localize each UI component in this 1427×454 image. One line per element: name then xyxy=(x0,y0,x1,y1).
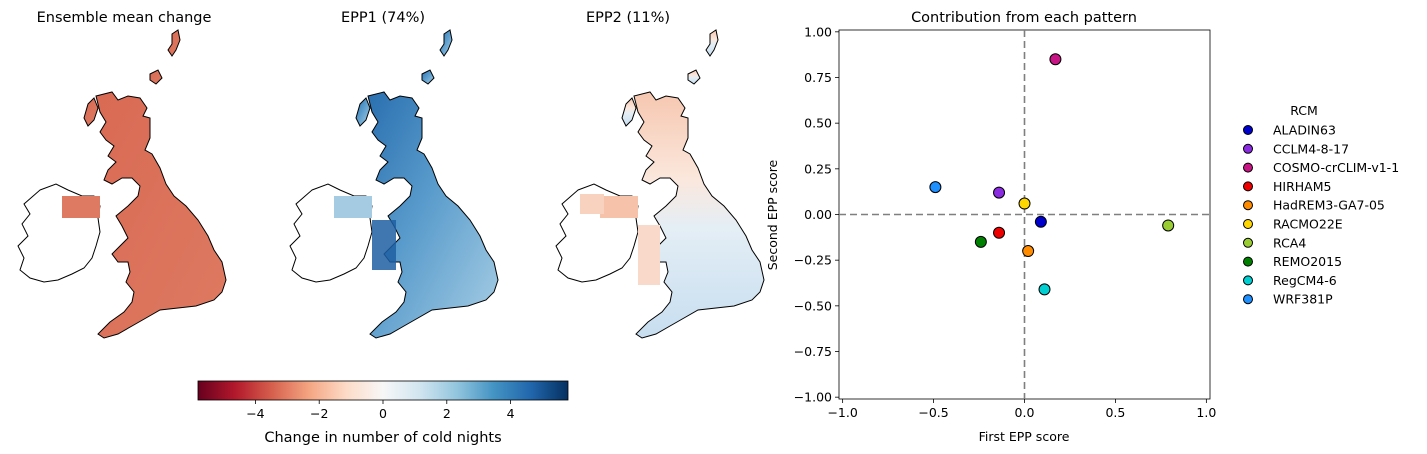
legend: RCM ALADIN63 CCLM4-8-17 COSMO-crCLIM-v1-1 H… xyxy=(1243,103,1399,307)
x-tick-label: 0.5 xyxy=(1105,405,1125,420)
legend-entry: HIRHAM5 xyxy=(1273,179,1331,194)
ork-landmass xyxy=(149,69,163,85)
colorbar: −4 −2 0 2 4 Change in number of cold nights xyxy=(197,380,569,446)
colorbar-tick-label: −2 xyxy=(310,406,328,421)
map-panel-1: Ensemble mean change xyxy=(17,10,227,339)
legend-marker xyxy=(1243,294,1253,305)
ireland-grid-west xyxy=(580,194,604,214)
colorbar-tick-label: 2 xyxy=(443,406,451,421)
y-tick-label: 0.50 xyxy=(804,116,832,131)
northern-ireland-grid xyxy=(62,196,100,218)
legend-entry: COSMO-crCLIM-v1-1 xyxy=(1273,160,1399,175)
legend-marker xyxy=(1243,143,1253,154)
point-hirham5 xyxy=(993,226,1006,239)
colorbar-label: Change in number of cold nights xyxy=(264,430,501,446)
colorbar-gradient xyxy=(197,380,569,401)
wales-grid xyxy=(372,220,396,270)
y-tick-label: −0.25 xyxy=(794,253,832,268)
map-title: Ensemble mean change xyxy=(37,10,212,26)
shet-landmass xyxy=(167,29,181,57)
point-remo2015 xyxy=(974,235,987,248)
point-regcm4-6 xyxy=(1038,283,1051,296)
point-racmo22e xyxy=(1018,197,1031,210)
legend-entry: RegCM4-6 xyxy=(1273,273,1337,288)
y-axis-label: Second EPP score xyxy=(765,159,780,270)
point-cosmo-crclim-v1-1 xyxy=(1049,53,1062,66)
legend-marker xyxy=(1243,219,1253,229)
point-wrf381p xyxy=(929,181,942,194)
gb-landmass xyxy=(633,91,765,339)
colorbar-ticks: −4 −2 0 2 4 xyxy=(246,400,515,421)
y-tick-label: 0.75 xyxy=(804,70,832,85)
y-tick-label: 0.25 xyxy=(804,161,832,176)
legend-marker xyxy=(1243,237,1253,248)
legend-entry: ALADIN63 xyxy=(1273,123,1336,138)
legend-entry: HadREM3-GA7-05 xyxy=(1273,198,1385,213)
x-axis-ticks: −1.0 −0.5 0.0 0.5 1.0 xyxy=(827,399,1216,420)
shet-landmass xyxy=(439,29,453,57)
scatter-points xyxy=(929,53,1175,296)
point-cclm4-8-17 xyxy=(993,186,1006,199)
x-axis-label: First EPP score xyxy=(979,429,1070,444)
wales-grid xyxy=(638,225,660,285)
ork-landmass xyxy=(687,69,701,85)
shet-landmass xyxy=(705,29,719,57)
x-tick-label: −0.5 xyxy=(918,405,948,420)
northern-ireland-grid xyxy=(334,196,372,218)
heb-landmass xyxy=(355,97,371,127)
legend-entry: RACMO22E xyxy=(1273,217,1343,232)
legend-marker xyxy=(1243,275,1253,286)
legend-title: RCM xyxy=(1290,103,1318,118)
legend-marker xyxy=(1243,162,1253,173)
heb-landmass xyxy=(83,97,99,127)
point-rca4 xyxy=(1162,219,1175,232)
point-aladin63 xyxy=(1034,215,1047,228)
y-tick-label: −0.75 xyxy=(794,344,832,359)
y-tick-label: −0.50 xyxy=(794,298,832,313)
chart-title: Contribution from each pattern xyxy=(911,10,1137,26)
legend-entry: RCA4 xyxy=(1273,235,1306,250)
colorbar-tick-label: 4 xyxy=(507,406,515,421)
gb-landmass xyxy=(367,91,499,339)
legend-entry: WRF381P xyxy=(1273,292,1333,307)
legend-marker xyxy=(1243,200,1253,211)
ork-landmass xyxy=(421,69,435,85)
point-hadrem3-ga7-05 xyxy=(1022,245,1035,258)
gb-landmass xyxy=(95,91,227,339)
map-title: EPP1 (74%) xyxy=(341,10,425,26)
heb-landmass xyxy=(621,97,637,127)
y-tick-label: −1.00 xyxy=(794,390,832,405)
reference-lines xyxy=(839,30,1210,399)
x-tick-label: −1.0 xyxy=(827,405,857,420)
colorbar-tick-label: −4 xyxy=(246,406,264,421)
y-tick-label: 1.00 xyxy=(804,24,832,39)
scatter-chart: Contribution from each pattern −1.0 −0.5 0… xyxy=(765,10,1399,444)
northern-ireland-grid xyxy=(600,196,638,218)
map-panel-3: EPP2 (11%) xyxy=(555,10,765,339)
x-tick-label: 1.0 xyxy=(1196,405,1216,420)
y-tick-label: 0.00 xyxy=(804,207,832,222)
y-axis-ticks: 1.00 0.75 0.50 0.25 0.00 −0.25 −0.50 −0.75 −1.00 xyxy=(794,24,839,405)
legend-marker xyxy=(1243,125,1253,135)
colorbar-tick-label: 0 xyxy=(379,406,387,421)
map-panel-2: EPP1 (74%) xyxy=(289,10,499,339)
legend-entry: REMO2015 xyxy=(1273,254,1342,269)
legend-marker xyxy=(1243,181,1253,192)
legend-entry: CCLM4-8-17 xyxy=(1273,141,1349,156)
legend-marker xyxy=(1243,256,1253,267)
map-title: EPP2 (11%) xyxy=(586,10,670,26)
x-tick-label: 0.0 xyxy=(1015,405,1035,420)
